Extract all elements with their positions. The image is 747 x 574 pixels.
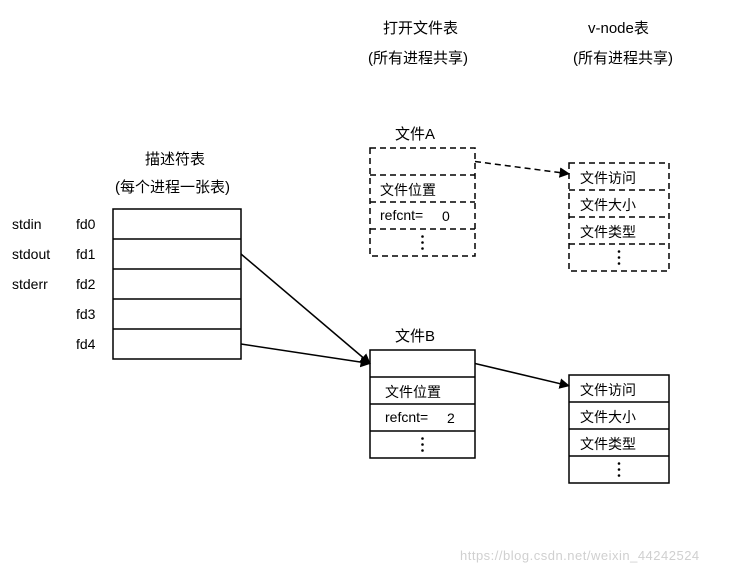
diagram-svg	[0, 0, 747, 574]
diagram-canvas: 打开文件表 (所有进程共享) v-node表 (所有进程共享) 描述符表 (每个…	[0, 0, 747, 574]
